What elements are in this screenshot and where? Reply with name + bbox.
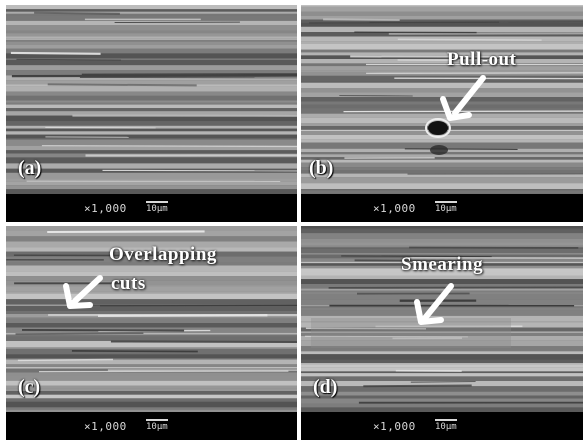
scale-bar-label: 10μm: [435, 419, 457, 432]
magnification-label: ×1,000: [84, 420, 127, 433]
overlapping-annotation: Overlapping: [109, 244, 217, 265]
scale-bar-label: 10μm: [146, 201, 168, 214]
panel-label: (c): [18, 376, 41, 398]
magnification-label: ×1,000: [84, 202, 127, 215]
cuts-annotation: cuts: [111, 273, 146, 294]
scale-bar-strip: ×1,000 10μm: [301, 194, 583, 222]
arrow-icon: [414, 283, 454, 325]
pull-out-pit-edge: [425, 118, 451, 138]
panel-label: (b): [309, 157, 334, 179]
magnification-label: ×1,000: [373, 202, 416, 215]
scale-bar-label: 10μm: [435, 201, 457, 214]
scale-bar-label: 10μm: [146, 419, 168, 432]
sem-surface-texture: [6, 226, 297, 412]
pull-out-annotation: Pull-out: [447, 49, 517, 70]
sem-surface-texture: [301, 5, 583, 194]
scale-bar-strip: ×1,000 10μm: [6, 194, 297, 222]
sem-panel-c: Overlapping cuts (c) ×1,000 10μm: [6, 226, 297, 440]
magnification-label: ×1,000: [373, 420, 416, 433]
panel-label: (a): [18, 157, 42, 179]
smearing-annotation: Smearing: [401, 254, 484, 275]
arrow-icon: [63, 275, 103, 309]
panel-label: (d): [313, 376, 338, 398]
scale-bar-strip: ×1,000 10μm: [301, 412, 583, 440]
smeared-region: [311, 318, 511, 348]
sem-panel-b: Pull-out (b) ×1,000 10μm: [301, 5, 583, 222]
sem-surface-texture: [6, 5, 297, 194]
pull-out-pit: [428, 121, 448, 135]
pull-out-debris: [430, 145, 448, 155]
sem-panel-d: Smearing (d) ×1,000 10μm: [301, 226, 583, 440]
scale-bar-strip: ×1,000 10μm: [6, 412, 297, 440]
arrow-icon: [440, 75, 486, 121]
sem-panel-a: (a) ×1,000 10μm: [6, 5, 297, 222]
sem-surface-texture: [301, 226, 583, 412]
